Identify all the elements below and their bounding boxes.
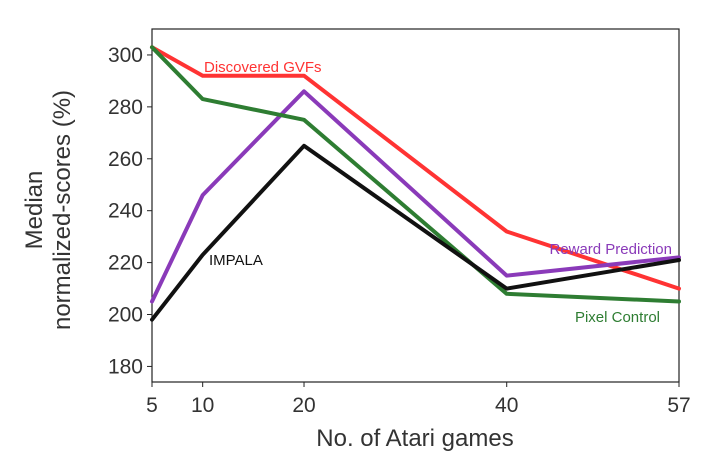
plot-frame bbox=[151, 28, 680, 383]
series-line-pixel-control bbox=[150, 45, 681, 304]
y-axis-ticks: 180 200 220 240 260 280 300 bbox=[108, 44, 152, 378]
y-tick-label: 260 bbox=[108, 148, 143, 171]
y-tick-label: 200 bbox=[108, 304, 143, 327]
x-tick-label: 20 bbox=[292, 394, 315, 417]
series-line-reward-prediction bbox=[150, 89, 681, 304]
y-tick-label: 220 bbox=[108, 252, 143, 275]
series-line-impala bbox=[150, 143, 681, 322]
y-axis-title-line-1: Median bbox=[21, 171, 48, 250]
series-label-pixel-control: Pixel Control bbox=[575, 309, 660, 326]
series-line-discovered-gvfs bbox=[150, 45, 681, 291]
series-labels: Discovered GVFs Reward Prediction Pixel Co… bbox=[204, 59, 672, 326]
x-tick-label: 5 bbox=[146, 394, 158, 417]
series-lines bbox=[150, 45, 681, 322]
y-tick-label: 280 bbox=[108, 96, 143, 119]
x-tick-label: 10 bbox=[191, 394, 214, 417]
y-axis-title-line-2: normalized-scores (%) bbox=[49, 90, 76, 330]
series-label-impala: IMPALA bbox=[209, 252, 263, 269]
y-tick-label: 180 bbox=[108, 355, 143, 378]
series-label-discovered-gvfs: Discovered GVFs bbox=[204, 59, 322, 76]
x-tick-label: 57 bbox=[667, 394, 690, 417]
x-tick-label: 40 bbox=[495, 394, 518, 417]
series-label-reward-prediction: Reward Prediction bbox=[549, 241, 672, 258]
y-tick-label: 240 bbox=[108, 200, 143, 223]
y-tick-label: 300 bbox=[108, 44, 143, 67]
x-axis-title: No. of Atari games bbox=[316, 425, 513, 452]
x-axis-ticks: 5 10 20 40 57 bbox=[146, 382, 691, 417]
